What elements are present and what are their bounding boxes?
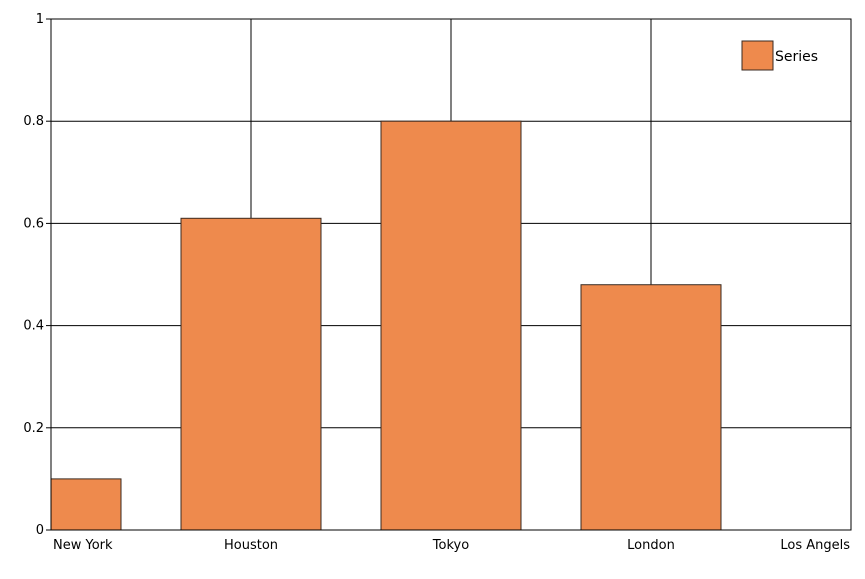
- bar: [50, 478, 122, 531]
- y-tick-label: 0.8: [23, 114, 44, 129]
- x-tick-label: Houston: [224, 538, 278, 553]
- x-tick-label: Tokyo: [432, 538, 469, 553]
- y-tick-label: 0.2: [23, 421, 44, 436]
- bar: [580, 284, 722, 531]
- x-tick-label: New York: [53, 538, 113, 553]
- bars-layer: [50, 120, 722, 531]
- x-tick-label: London: [627, 538, 675, 553]
- y-tick-label: 0.6: [23, 216, 44, 231]
- y-tick-label: 0.4: [23, 319, 44, 334]
- bar: [380, 120, 522, 531]
- legend-label: Series: [775, 49, 818, 65]
- y-tick-label: 0: [36, 523, 44, 538]
- bar: [180, 217, 322, 531]
- legend: Series: [741, 40, 818, 71]
- plot-frame: [50, 18, 852, 531]
- axis-layer: [46, 18, 852, 531]
- x-tick-label: Los Angels: [780, 538, 850, 553]
- labels-layer: 0 0.2 0.4 0.6 0.8 1 New York Houston Tokyo London…: [23, 12, 850, 553]
- y-tick-label: 1: [36, 12, 44, 27]
- legend-swatch: [741, 40, 774, 71]
